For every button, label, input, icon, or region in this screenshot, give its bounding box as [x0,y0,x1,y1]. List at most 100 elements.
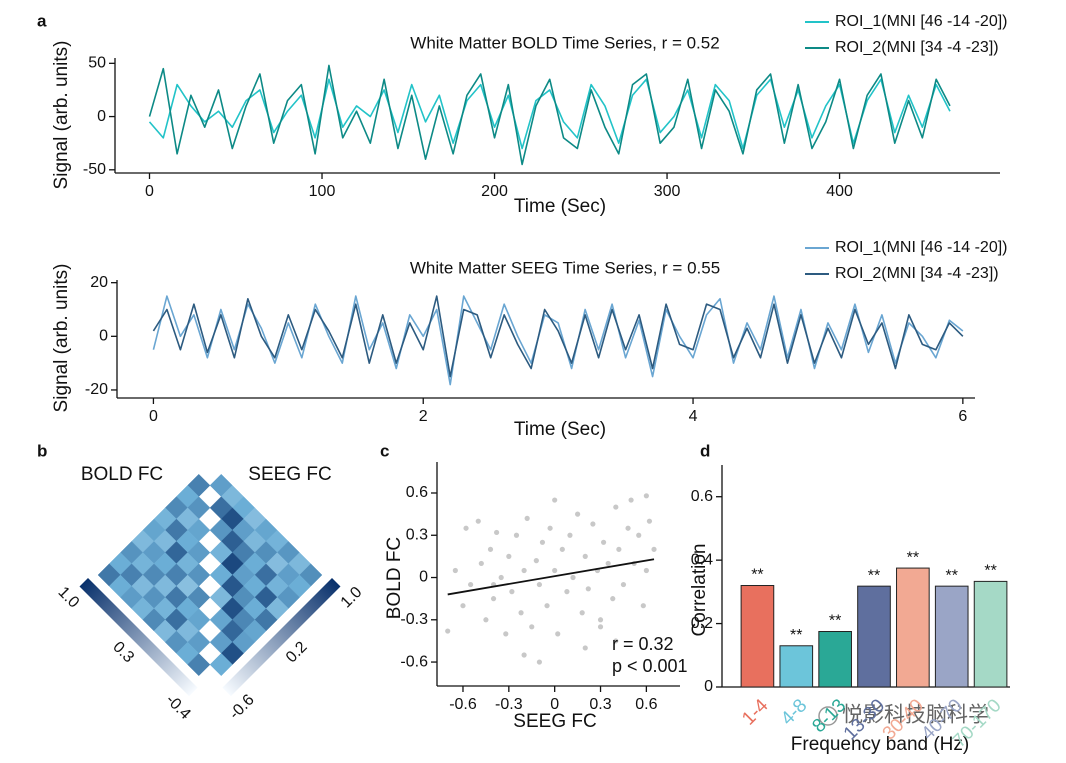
point [468,581,474,588]
y-axis-label: Signal (arb. units) [51,41,72,190]
point [529,624,535,630]
point [559,546,565,552]
colorbar-tick-label: -0.4 [162,691,194,723]
bar [857,585,891,688]
significance-label: ** [829,613,841,630]
colorbar-tick-label: 1.0 [338,584,366,612]
panel-label: c [380,441,389,460]
point [445,628,451,634]
y-tick-label: -20 [85,381,108,398]
point [463,525,469,531]
colorbar-tick-label: 0.2 [283,638,311,666]
colorbar-tick-label: -0.6 [226,691,258,723]
point [494,529,500,536]
colorbar-tick-label: 1.0 [55,584,83,612]
point [646,518,653,524]
point [503,631,509,637]
point [536,581,542,588]
x-tick-label: 0.6 [635,696,657,713]
significance-label: ** [945,567,957,584]
legend-label: ROI_1(MNI [46 -14 -20]) [835,239,1008,256]
colorbar-tick-label: 0.3 [109,639,137,667]
point [509,589,515,595]
diagonal-dot [207,539,213,544]
bar [896,567,930,688]
bar [740,585,775,688]
colorbar [222,578,341,697]
point [643,493,649,499]
significance-label: ** [790,627,802,644]
point [536,659,542,665]
point [518,610,524,616]
point [521,567,527,574]
y-tick-label: 0 [99,328,108,345]
point [582,553,588,559]
heatmap-cell [187,653,211,677]
point [575,511,581,517]
y-tick-label: 0.4 [691,551,713,568]
point [643,567,649,574]
y-tick-label: 0 [704,678,713,695]
legend-label: ROI_1(MNI [46 -14 -20]) [835,13,1008,30]
point [625,525,631,531]
point [555,631,561,637]
point [597,617,604,623]
point [490,596,497,602]
legend-label: ROI_2(MNI [34 -4 -23]) [835,265,999,282]
diagonal-dot [207,494,213,499]
x-axis-label: SEEG FC [513,711,596,732]
x-axis-label: Time (Sec) [514,419,606,440]
significance-label: ** [751,567,763,584]
chart-title: White Matter SEEG Time Series, r = 0.55 [410,258,720,277]
point [452,567,458,574]
series-line [148,78,951,150]
point [460,603,466,609]
diagonal-dot [207,606,213,611]
point [651,546,657,552]
point [590,521,596,527]
y-tick-label: 0 [419,569,428,586]
point [521,652,527,658]
x-tick-label: 100 [309,183,336,200]
annotation: p < 0.001 [612,656,688,676]
point [585,586,591,592]
y-tick-label: 0.2 [691,615,713,632]
point [533,558,539,564]
diagonal-dot [207,516,213,522]
diagonal-dot [207,472,213,477]
x-axis-label: Frequency band (Hz) [791,734,969,755]
diagonal-dot [207,584,213,589]
point [506,553,512,559]
point [547,525,553,531]
point [605,560,611,567]
point [513,532,520,538]
point [487,546,494,552]
heatmap-label: BOLD FC [81,464,163,485]
y-tick-label: 0.6 [406,484,428,501]
point [483,617,489,623]
bar [973,580,1008,688]
bar [818,631,852,688]
annotation: r = 0.32 [612,634,674,654]
point [579,610,585,616]
fit-line [447,558,655,596]
point [567,532,573,538]
point [544,603,550,609]
y-tick-label: -0.3 [400,611,428,628]
series-line [152,295,964,386]
panel-label: d [700,441,710,460]
bar [934,585,969,688]
heatmap-label: SEEG FC [248,464,331,485]
x-tick-label: 0.3 [589,696,611,713]
point [478,560,484,567]
diagonal-dot [207,561,213,566]
point [539,539,546,545]
x-tick-label: 6 [958,408,967,425]
y-tick-label: 50 [88,55,106,72]
significance-label: ** [868,567,880,584]
point [475,518,481,524]
watermark: 悦影科技脑科学 [842,704,989,727]
point [600,539,607,545]
